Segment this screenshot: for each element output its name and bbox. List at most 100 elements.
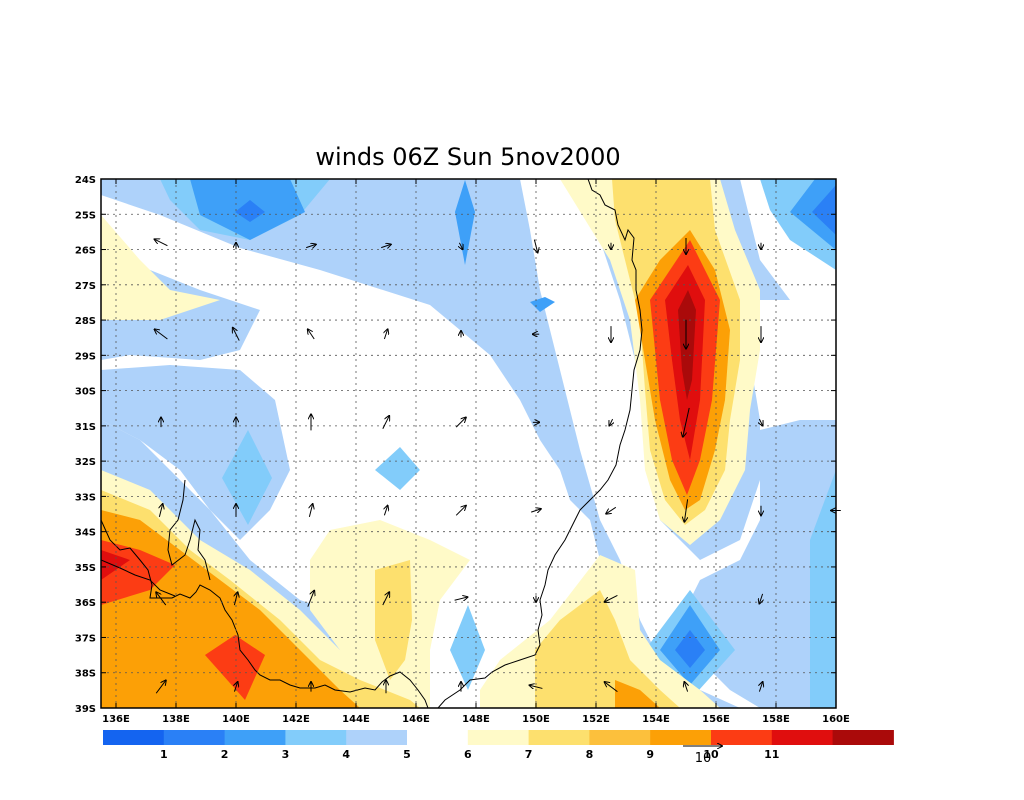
- contour-level-10-west: [101, 540, 175, 605]
- y-tick-label: 35S: [75, 563, 96, 574]
- wind-vector: [155, 680, 166, 694]
- wind-vector: [159, 504, 162, 518]
- contour-level-6-central: [330, 355, 500, 470]
- wind-vector: [684, 499, 689, 521]
- wind-vector: [155, 329, 168, 340]
- contour-level-4-central: [375, 447, 420, 490]
- colorbar-label: 4: [342, 748, 350, 761]
- wind-vector: [534, 239, 537, 253]
- wind-vector: [382, 592, 389, 606]
- wind-vectors: [155, 238, 841, 694]
- x-tick-label: 142E: [282, 714, 310, 725]
- x-tick-label: 148E: [462, 714, 490, 725]
- contour-level-11-west: [101, 550, 130, 580]
- coastline-south-australia: [101, 519, 429, 708]
- plot-frame: [100, 178, 837, 709]
- contour-level-4-south: [450, 605, 485, 690]
- colorbar-label: 3: [282, 748, 290, 761]
- colorbar-label: 9: [646, 748, 654, 761]
- contour-level-9-south: [615, 680, 660, 708]
- colorbar-label: 1: [160, 748, 168, 761]
- contour-level-9-southwest: [101, 510, 360, 708]
- wind-vector: [455, 418, 466, 428]
- coastline-east-australia: [437, 179, 643, 708]
- y-tick-label: 36S: [75, 598, 96, 609]
- coastline-gulf: [167, 479, 211, 581]
- wind-vector: [609, 418, 612, 425]
- grid: [101, 179, 836, 708]
- wind-vector: [683, 407, 690, 437]
- y-tick-label: 28S: [75, 316, 96, 327]
- x-tick-label: 136E: [102, 714, 130, 725]
- y-tick-label: 39S: [75, 704, 96, 715]
- wind-vector: [382, 416, 389, 429]
- wind-vector: [684, 682, 687, 692]
- wind-vector: [605, 595, 618, 601]
- wind-vector: [234, 682, 237, 692]
- wind-vector: [233, 328, 240, 341]
- colorbar-swatch: [528, 730, 590, 745]
- wind-vector: [156, 592, 167, 606]
- colorbar-swatch: [163, 730, 226, 745]
- y-tick-label: 24S: [75, 175, 96, 186]
- wind-vector: [454, 597, 468, 600]
- y-tick-label: 25S: [75, 210, 96, 221]
- colorbar-label: 6: [464, 748, 472, 761]
- y-tick-label: 33S: [75, 492, 96, 503]
- contour-level-6-west: [101, 195, 600, 708]
- colorbar-label: 8: [586, 748, 594, 761]
- contour-level-2-southeast: [675, 630, 705, 668]
- colorbar-swatch: [103, 730, 165, 745]
- reference-vector: 10: [683, 746, 722, 766]
- wind-vector: [384, 506, 387, 516]
- wind-vector: [606, 506, 617, 513]
- colorbar-label: 11: [764, 748, 779, 761]
- wind-vector: [381, 244, 391, 247]
- wind-vector: [459, 242, 462, 249]
- wind-vector: [155, 239, 168, 247]
- y-tick-label: 29S: [75, 351, 96, 362]
- contour-level-3-northeast: [790, 179, 836, 250]
- colorbar-label: 10: [703, 748, 719, 761]
- colorbar-swatch: [589, 730, 651, 745]
- wind-vector: [759, 682, 762, 692]
- wind-vector: [309, 504, 312, 518]
- wind-vector: [384, 329, 387, 340]
- x-tick-label: 154E: [642, 714, 670, 725]
- wind-vector: [759, 418, 762, 425]
- x-tick-label: 140E: [222, 714, 250, 725]
- contour-level-2-north: [235, 200, 265, 222]
- wind-vector: [306, 244, 316, 247]
- contour-level-4-east: [810, 470, 836, 708]
- y-tick-label: 37S: [75, 633, 96, 644]
- wind-vector: [759, 593, 762, 604]
- x-tick-label: 144E: [342, 714, 370, 725]
- chart-title: winds 06Z Sun 5nov2000: [315, 143, 620, 171]
- contour-level-2-northeast: [812, 185, 836, 235]
- colorbar-swatch: [407, 730, 469, 745]
- wind-vector: [605, 682, 618, 693]
- x-tick-label: 158E: [762, 714, 790, 725]
- x-tick-label: 160E: [822, 714, 850, 725]
- reference-vector-label: 10: [695, 751, 712, 766]
- colorbar-swatch: [711, 730, 773, 745]
- x-tick-label: 138E: [162, 714, 190, 725]
- wind-vector: [307, 591, 314, 607]
- axes: 136E 138E 140E 142E 144E 146E 148E 150E 152E 154E…: [75, 175, 850, 725]
- wind-vector: [455, 506, 466, 516]
- wind-vector: [234, 592, 237, 606]
- wind-vector: [530, 685, 543, 688]
- colorbar-swatch: [224, 730, 286, 745]
- colorbar-swatch: [346, 730, 408, 745]
- y-tick-label: 30S: [75, 387, 96, 398]
- y-tick-label: 26S: [75, 246, 96, 257]
- colorbar-label: 7: [525, 748, 533, 761]
- contour-level-8-south: [535, 590, 680, 708]
- contour-level-10-south: [205, 635, 265, 700]
- contour-field: [101, 179, 836, 708]
- y-tick-label: 38S: [75, 669, 96, 680]
- wind-vector: [308, 329, 315, 340]
- colorbar: 1 2 3 4 5 6 7 8 9 10 11: [103, 730, 894, 761]
- x-tick-label: 152E: [582, 714, 610, 725]
